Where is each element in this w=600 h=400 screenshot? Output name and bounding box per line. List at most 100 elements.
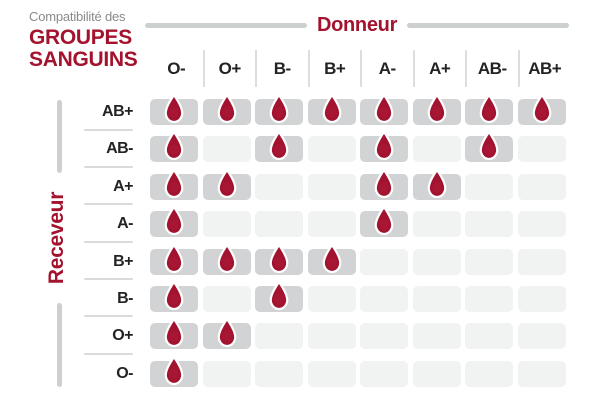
matrix-cell-ab+-from-o- <box>150 93 198 125</box>
matrix-cell-o+-from-b- <box>255 323 303 350</box>
matrix-cell-b--from-ab+ <box>517 285 566 312</box>
blood-drop-icon <box>322 93 341 124</box>
col-header-b-: B- <box>255 50 308 87</box>
title-line-sanguins: SANGUINS <box>29 48 138 71</box>
matrix-cell-a+-from-a- <box>360 168 408 200</box>
matrix-cell-o--from-ab- <box>465 360 513 387</box>
col-header-o-: O- <box>167 58 186 78</box>
matrix-cell-a+-from-b+ <box>307 173 356 200</box>
blood-drop-icon <box>427 168 446 198</box>
title-line-groupes: GROUPES <box>29 26 132 49</box>
matrix-cell-a--from-o- <box>150 206 198 238</box>
matrix-cell-o+-from-a+ <box>412 323 461 350</box>
title-subtitle: Compatibilité des <box>29 9 126 24</box>
row-label-o+: O+ <box>84 323 134 360</box>
matrix-cell-b--from-a+ <box>412 285 461 312</box>
row-label-b+: B+ <box>84 249 134 286</box>
blood-drop-icon <box>217 93 236 124</box>
blood-drop-icon <box>164 318 184 348</box>
blood-drop-icon <box>269 93 289 124</box>
blood-drop-icon <box>269 280 289 310</box>
blood-drop-icon <box>164 243 184 273</box>
row-label-text: B+ <box>113 252 133 270</box>
page-title: Compatibilité des GROUPES SANGUINS <box>29 9 138 71</box>
matrix-cell-a+-from-b- <box>255 173 303 200</box>
matrix-cell-b--from-o+ <box>202 285 251 312</box>
recipient-row-labels: AB+ AB- A+ A- B+ B- O+ O- <box>84 99 134 398</box>
matrix-cell-ab--from-b- <box>255 131 303 163</box>
compatibility-matrix <box>150 93 566 387</box>
matrix-cell-ab--from-o- <box>150 131 198 163</box>
blood-drop-icon <box>374 168 394 198</box>
matrix-cell-o+-from-ab- <box>465 323 513 350</box>
col-header-a+: A+ <box>412 50 466 87</box>
row-label-ab-: AB- <box>84 136 134 173</box>
blood-drop-icon <box>322 243 341 273</box>
matrix-cell-o+-from-a- <box>360 323 408 350</box>
matrix-cell-ab+-from-b+ <box>307 93 356 125</box>
recipient-axis-bar-top <box>57 100 62 173</box>
matrix-cell-o+-from-ab+ <box>517 323 566 350</box>
blood-drop-icon <box>217 168 236 198</box>
matrix-cell-b+-from-ab+ <box>517 248 566 275</box>
matrix-cell-ab--from-b+ <box>307 136 356 163</box>
matrix-cell-b+-from-a+ <box>412 248 461 275</box>
row-label-text: O+ <box>112 327 133 345</box>
blood-drop-icon <box>164 93 184 124</box>
matrix-cell-b+-from-a- <box>360 248 408 275</box>
col-header-ab-: AB- <box>465 50 518 87</box>
matrix-cell-ab--from-a- <box>360 131 408 163</box>
matrix-cell-a+-from-ab+ <box>517 173 566 200</box>
donor-axis: Donneur <box>145 13 569 38</box>
blood-drop-icon <box>164 168 184 198</box>
blood-drop-icon <box>164 131 184 161</box>
blood-drop-icon <box>269 243 289 273</box>
matrix-cell-a--from-o+ <box>202 211 251 238</box>
donor-column-headers: O- O+ B- B+ A- A+ AB- AB+ <box>150 50 570 87</box>
matrix-cell-b+-from-o- <box>150 243 198 275</box>
matrix-cell-ab--from-a+ <box>412 136 461 163</box>
matrix-cell-a--from-a+ <box>412 211 461 238</box>
row-label-o-: O- <box>84 361 133 398</box>
matrix-cell-ab+-from-ab+ <box>517 93 566 125</box>
matrix-cell-a--from-ab+ <box>517 211 566 238</box>
recipient-axis-label: Receveur <box>45 191 68 285</box>
row-label-text: O- <box>116 364 133 382</box>
matrix-cell-a--from-a- <box>360 206 408 238</box>
matrix-cell-ab+-from-ab- <box>465 93 513 125</box>
row-label-ab+: AB+ <box>84 99 134 136</box>
matrix-cell-o+-from-o+ <box>202 318 251 350</box>
row-label-a-: A- <box>84 211 134 248</box>
donor-axis-label: Donneur <box>316 14 398 36</box>
blood-drop-icon <box>374 206 394 236</box>
matrix-cell-o+-from-b+ <box>307 323 356 350</box>
matrix-cell-ab+-from-a- <box>360 93 408 125</box>
row-label-text: AB- <box>106 140 133 158</box>
blood-drop-icon <box>217 243 236 273</box>
matrix-cell-a+-from-ab- <box>465 173 513 200</box>
matrix-cell-ab+-from-b- <box>255 93 303 125</box>
blood-drop-icon <box>164 280 184 310</box>
matrix-cell-b+-from-b- <box>255 243 303 275</box>
row-label-text: A+ <box>113 177 133 195</box>
blood-drop-icon <box>269 131 289 161</box>
matrix-cell-b--from-o- <box>150 280 198 312</box>
matrix-cell-o--from-a- <box>360 360 408 387</box>
col-header-a-: A- <box>360 50 413 87</box>
matrix-cell-ab--from-ab- <box>465 131 513 163</box>
matrix-cell-ab+-from-a+ <box>412 93 461 125</box>
row-label-b-: B- <box>84 286 134 323</box>
matrix-cell-o--from-b+ <box>307 360 356 387</box>
blood-drop-icon <box>479 93 499 124</box>
matrix-cell-a+-from-a+ <box>412 168 461 200</box>
matrix-cell-b--from-a- <box>360 285 408 312</box>
matrix-cell-ab--from-o+ <box>202 136 251 163</box>
donor-axis-bar-left <box>145 23 307 28</box>
blood-drop-icon <box>374 131 394 161</box>
matrix-cell-o--from-o- <box>150 355 198 387</box>
col-header-ab+: AB+ <box>517 50 571 87</box>
blood-drop-icon <box>427 93 446 124</box>
row-label-a+: A+ <box>84 174 134 211</box>
matrix-cell-a--from-b+ <box>307 211 356 238</box>
